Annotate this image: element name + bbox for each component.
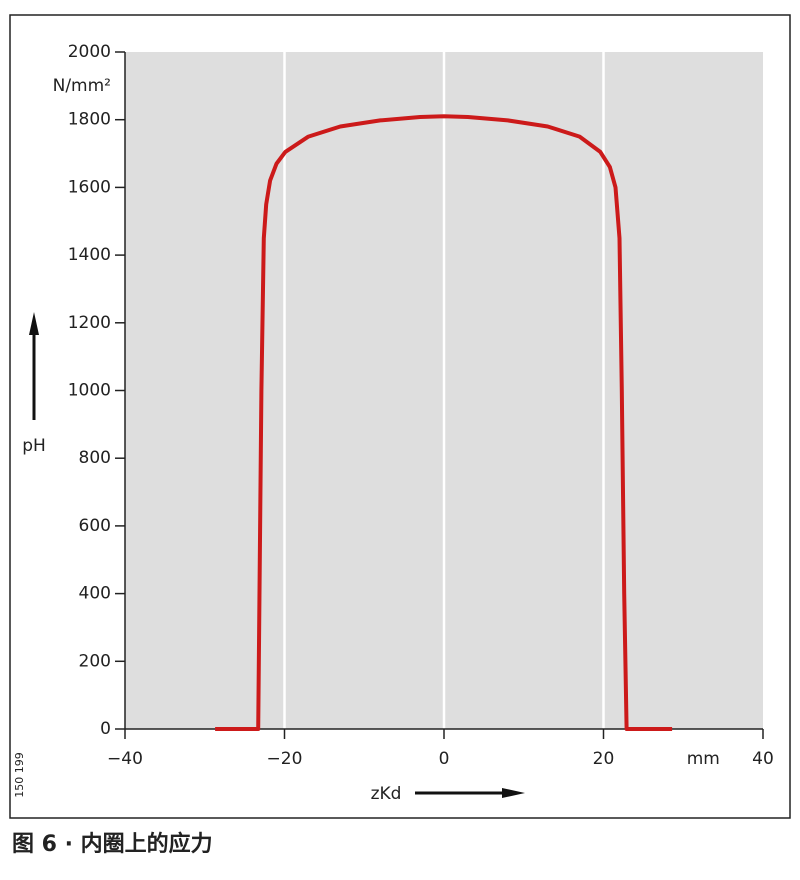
y-tick-label: 600 (79, 516, 111, 536)
x-unit: mm (687, 749, 720, 769)
y-tick-label: 1600 (68, 177, 111, 197)
y-tick-label: 1200 (68, 313, 111, 333)
x-axis-label: zKd (371, 784, 402, 804)
line-series (215, 114, 673, 731)
y-unit: N/mm² (53, 76, 111, 96)
side-note: 150 199 (13, 752, 26, 798)
y-arrow-head (29, 312, 39, 335)
caption: 图 6 · 内圈上的应力 (12, 831, 213, 857)
x-tick-label: −40 (107, 749, 143, 769)
figure-frame (9, 14, 791, 819)
y-tick-label: 1400 (68, 245, 111, 265)
y-tick-label: 2000 (68, 42, 111, 62)
y-axis-label: pH (22, 436, 46, 456)
y-tick-label: 400 (79, 584, 111, 604)
y-tick-label: 800 (79, 448, 111, 468)
x-arrow-head (502, 788, 525, 798)
y-tick-label: 200 (79, 651, 111, 671)
y-tick-label: 1800 (68, 110, 111, 130)
x-tick-label: 40 (752, 749, 774, 769)
x-tick-label: 0 (439, 749, 450, 769)
x-tick-label: 20 (593, 749, 615, 769)
y-tick-label: 0 (100, 719, 111, 739)
x-tick-label: −20 (267, 749, 303, 769)
y-tick-label: 1000 (68, 381, 111, 401)
